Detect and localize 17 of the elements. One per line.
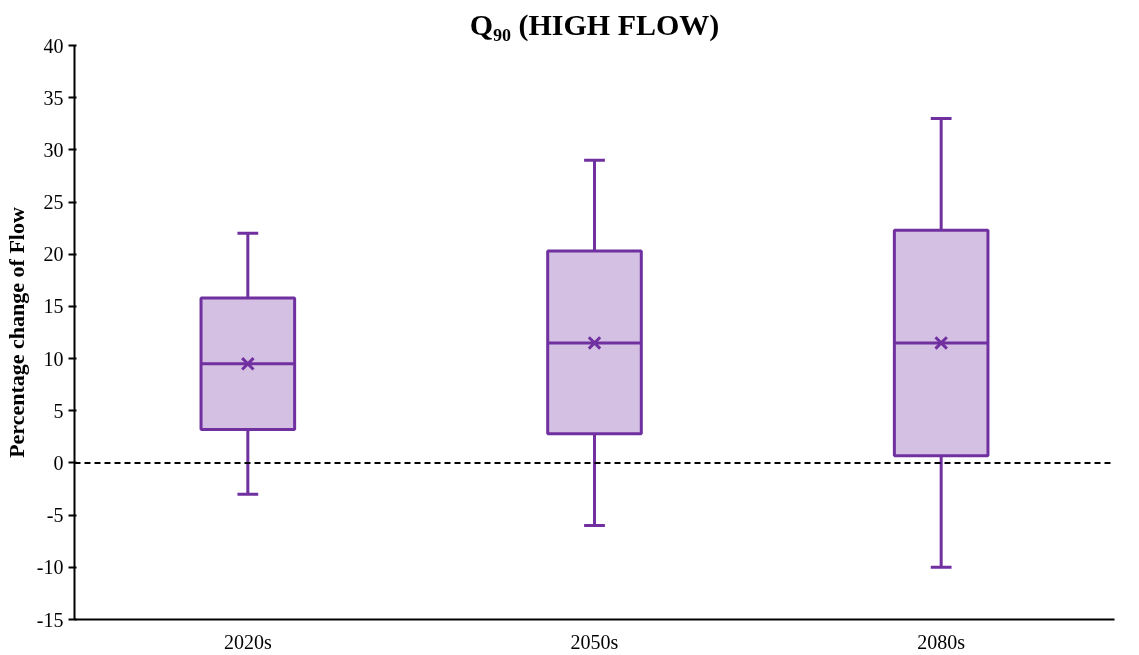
y-tick-label: 40 xyxy=(43,34,64,57)
x-tick-label: 2050s xyxy=(570,630,619,653)
y-tick-label: 20 xyxy=(43,243,64,266)
x-tick-label: 2080s xyxy=(917,630,966,653)
x-tick-label: 2020s xyxy=(223,630,272,653)
chart-title: Q₉₀ (HIGH FLOW) xyxy=(469,7,720,42)
y-tick-label: 30 xyxy=(43,138,64,161)
y-tick-label: 15 xyxy=(43,295,64,318)
y-tick-label: -15 xyxy=(36,608,64,631)
y-tick-label: 0 xyxy=(53,451,64,474)
y-tick-label: 25 xyxy=(43,191,64,214)
y-tick-label: -5 xyxy=(46,504,64,527)
y-tick-label: 5 xyxy=(53,399,64,422)
y-tick-label: -10 xyxy=(36,556,64,579)
y-axis-title: Percentage change of Flow xyxy=(3,207,29,458)
y-tick-label: 35 xyxy=(43,86,64,109)
y-tick-label: 10 xyxy=(43,347,64,370)
